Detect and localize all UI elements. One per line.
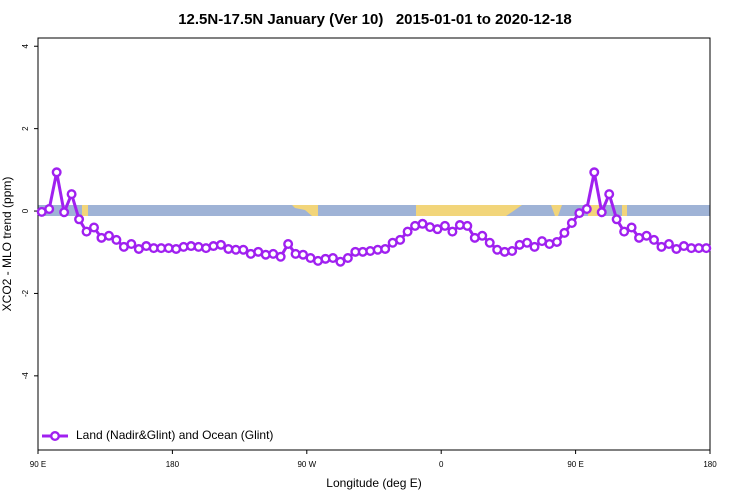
data-point [589,167,600,178]
x-tick-label: 90 E [30,460,46,469]
x-tick-label: 90 W [297,460,316,469]
data-point [447,226,458,237]
data-point [484,237,495,248]
data-point [126,238,137,249]
data-point [641,230,652,241]
y-tick-label: 0 [21,208,30,213]
data-point [581,203,592,214]
data-point [88,222,99,233]
data-point [529,241,540,252]
data-point [283,238,294,249]
x-axis-label: Longitude (deg E) [326,476,421,490]
legend: Land (Nadir&Glint) and Ocean (Glint) [42,428,273,442]
data-point [51,167,62,178]
data-point [439,220,450,231]
data-point [611,214,622,225]
data-point [596,207,607,218]
data-point [522,237,533,248]
plot-frame [37,37,711,451]
chart-title: 12.5N-17.5N January (Ver 10) 2015-01-01 … [178,11,572,28]
data-point [335,256,346,267]
data-point [238,244,249,255]
data-point [395,234,406,245]
data-point [649,234,660,245]
data-point [59,207,70,218]
data-point [81,226,92,237]
data-point [327,253,338,264]
x-tick-label: 180 [166,460,180,469]
data-point [103,230,114,241]
data-point [215,239,226,250]
y-tick-label: 2 [21,126,30,131]
data-point [462,220,473,231]
data-point [619,226,630,237]
data-point [507,246,518,257]
data-point [566,217,577,228]
data-point [342,253,353,264]
data-point [626,222,637,233]
data-point [402,226,413,237]
data-point [74,214,85,225]
data-point [66,189,77,200]
x-tick-label: 0 [439,460,444,469]
data-point [701,243,712,254]
data-point [604,189,615,200]
x-tick-label: 180 [703,460,717,469]
y-axis-label: XCO2 - MLO trend (ppm) [0,177,14,312]
y-tick-label: -4 [21,372,30,380]
y-tick-label: 4 [21,43,30,48]
surface-strip [38,205,710,216]
legend-marker [50,431,61,442]
data-point [559,227,570,238]
data-point [275,251,286,262]
x-tick-label: 90 E [567,460,583,469]
y-tick-label: -2 [21,289,30,297]
data-point [663,238,674,249]
data-point [44,203,55,214]
data-point [380,243,391,254]
legend-label: Land (Nadir&Glint) and Ocean (Glint) [76,428,273,442]
data-point [111,234,122,245]
data-point [477,230,488,241]
data-point [574,208,585,219]
data-point [551,236,562,247]
